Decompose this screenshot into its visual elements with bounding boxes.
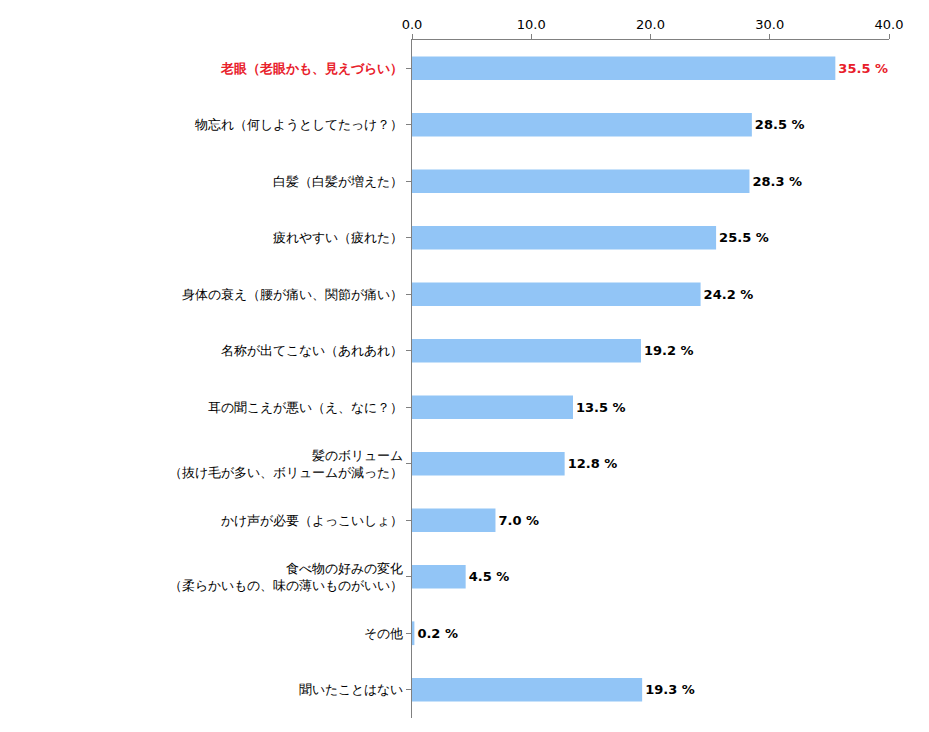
svg-text:12.8 %: 12.8 % — [568, 456, 618, 471]
svg-text:19.3 %: 19.3 % — [645, 682, 695, 697]
svg-text:聞いたことはない: 聞いたことはない — [299, 682, 403, 697]
svg-text:その他: その他 — [364, 626, 403, 641]
svg-text:19.2 %: 19.2 % — [644, 343, 694, 358]
svg-text:老眼（老眼かも、見えづらい）: 老眼（老眼かも、見えづらい） — [220, 61, 403, 76]
svg-text:4.5 %: 4.5 % — [469, 569, 510, 584]
svg-text:0.0: 0.0 — [402, 17, 423, 32]
svg-text:20.0: 20.0 — [636, 17, 665, 32]
svg-text:白髪（白髪が増えた）: 白髪（白髪が増えた） — [273, 174, 403, 189]
svg-text:髪のボリューム（抜け毛が多い、ボリュームが減った）: 髪のボリューム（抜け毛が多い、ボリュームが減った） — [169, 448, 403, 480]
svg-text:物忘れ（何しようとしてたっけ？）: 物忘れ（何しようとしてたっけ？） — [195, 117, 403, 132]
svg-text:7.0 %: 7.0 % — [498, 513, 539, 528]
svg-text:疲れやすい（疲れた）: 疲れやすい（疲れた） — [273, 230, 403, 245]
svg-text:10.0: 10.0 — [517, 17, 546, 32]
svg-text:13.5 %: 13.5 % — [576, 400, 626, 415]
svg-text:28.5 %: 28.5 % — [755, 117, 805, 132]
svg-text:耳の聞こえが悪い（え、なに？）: 耳の聞こえが悪い（え、なに？） — [208, 400, 403, 415]
svg-text:0.2 %: 0.2 % — [417, 626, 458, 641]
svg-text:25.5 %: 25.5 % — [719, 230, 769, 245]
svg-text:40.0: 40.0 — [875, 17, 904, 32]
svg-text:35.5 %: 35.5 % — [838, 61, 888, 76]
svg-text:食べ物の好みの変化（柔らかいもの、味の薄いものがいい）: 食べ物の好みの変化（柔らかいもの、味の薄いものがいい） — [169, 561, 403, 593]
svg-text:28.3 %: 28.3 % — [752, 174, 802, 189]
svg-text:24.2 %: 24.2 % — [704, 287, 754, 302]
svg-text:30.0: 30.0 — [755, 17, 784, 32]
svg-text:身体の衰え（腰が痛い、関節が痛い）: 身体の衰え（腰が痛い、関節が痛い） — [182, 287, 403, 302]
svg-text:名称が出てこない（あれあれ）: 名称が出てこない（あれあれ） — [221, 343, 403, 358]
svg-text:かけ声が必要（よっこいしょ）: かけ声が必要（よっこいしょ） — [221, 513, 403, 528]
